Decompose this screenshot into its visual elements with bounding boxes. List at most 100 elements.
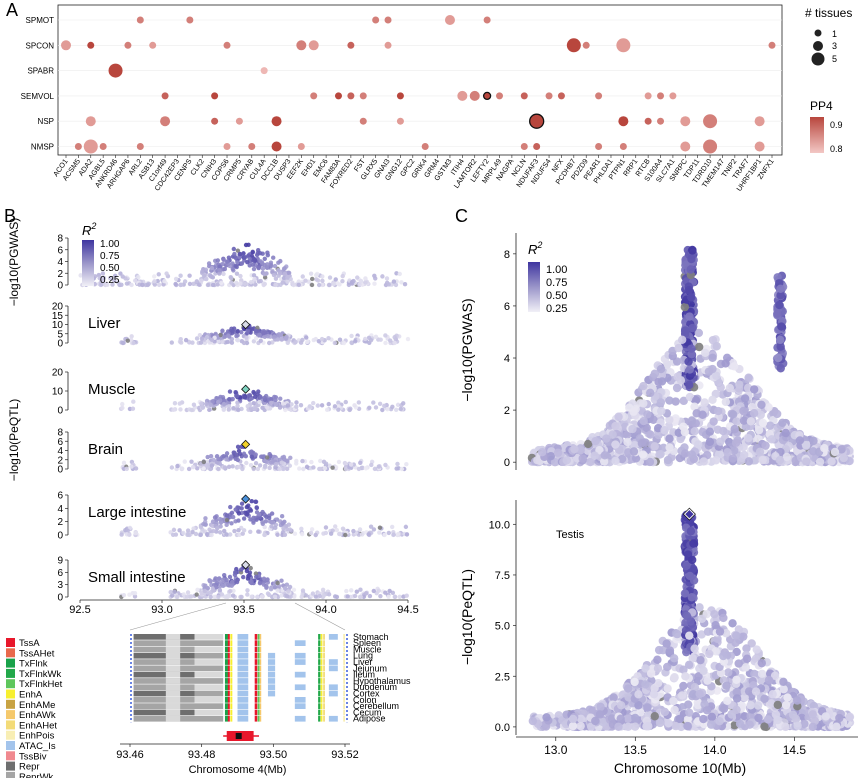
locus-point <box>377 401 383 407</box>
locus-point <box>248 529 253 534</box>
locus-point <box>345 594 350 599</box>
locus-point <box>242 281 248 286</box>
panel-a-point <box>149 41 157 49</box>
locus-point <box>252 394 258 399</box>
locus-point <box>253 452 258 457</box>
panel-c-point <box>685 392 695 402</box>
panel-b-ytick-label: 9 <box>57 556 63 567</box>
panel-a-trait-label: SPCON <box>26 41 55 50</box>
panel-b-ytick-label: 5 <box>57 329 63 340</box>
locus-point <box>319 336 325 342</box>
chromatin-legend-swatch <box>6 710 15 720</box>
panel-c-point <box>697 614 707 624</box>
locus-point <box>271 272 277 278</box>
panel-c-point <box>754 713 763 723</box>
chromatin-block <box>133 703 195 709</box>
chromatin-block <box>294 652 306 659</box>
panel-c-point <box>690 683 700 692</box>
panel-c-point <box>779 685 788 694</box>
locus-point <box>218 394 223 400</box>
chromatin-block <box>194 709 224 716</box>
locus-point <box>282 266 287 271</box>
panel-c-point <box>655 450 664 459</box>
chromatin-legend-swatch <box>6 720 15 730</box>
panel-c-point <box>672 383 682 393</box>
panel-a-point <box>347 92 355 100</box>
panel-c-point <box>586 457 595 467</box>
locus-point <box>221 454 226 459</box>
locus-point <box>173 276 179 282</box>
locus-point <box>311 465 316 470</box>
chromatin-block <box>323 690 325 697</box>
chromatin-block <box>133 709 195 716</box>
chromatin-block <box>165 690 181 697</box>
locus-point <box>111 278 117 283</box>
panel-b-xaxis: 92.5 93.0 93.5 94.0 94.5 <box>69 599 419 616</box>
panel-c-point <box>665 396 674 405</box>
locus-point <box>358 587 363 592</box>
chromatin-tissue-label: Muscle <box>353 644 382 654</box>
locus-point <box>235 457 241 463</box>
locus-point <box>351 528 356 534</box>
locus-point <box>336 459 342 465</box>
locus-point <box>199 278 204 283</box>
locus-point <box>212 515 218 520</box>
locus-point <box>254 505 260 511</box>
panel-c-point <box>550 457 560 467</box>
chromatin-tissue-label: Colon <box>353 695 377 705</box>
panel-a-point <box>566 38 581 53</box>
locus-point <box>209 532 214 538</box>
chromatin-block <box>257 684 260 691</box>
chromatin-block <box>133 646 195 653</box>
chromatin-block <box>254 646 258 653</box>
panel-b-lead-snp <box>241 494 251 504</box>
locus-point <box>217 267 222 273</box>
chromatin-block <box>294 684 306 691</box>
panel-b-xtick-label: 92.5 <box>69 604 90 616</box>
locus-point <box>184 594 190 599</box>
panel-c-point <box>719 613 728 623</box>
locus-point <box>395 461 400 467</box>
locus-point <box>172 589 177 595</box>
panel-c-point <box>690 427 699 436</box>
chromatin-block <box>343 652 346 659</box>
panel-c-point <box>600 451 610 460</box>
panel-a-point <box>703 139 718 154</box>
chromatin-xtick-label: 93.52 <box>331 749 359 761</box>
locus-point <box>230 329 235 334</box>
locus-point <box>185 532 190 537</box>
chromatin-block <box>194 652 224 659</box>
locus-point <box>333 465 339 470</box>
locus-point <box>361 594 366 600</box>
panel-c-point <box>684 285 694 295</box>
panel-c-point <box>628 424 637 434</box>
chromatin-block <box>320 665 323 672</box>
locus-point <box>285 275 290 280</box>
chromatin-block <box>254 709 258 716</box>
locus-point <box>247 573 252 578</box>
locus-point <box>363 591 369 596</box>
chromatin-block <box>230 703 233 709</box>
panel-c-point <box>781 700 791 710</box>
locus-point <box>337 531 342 537</box>
panel-b-ytick-label: 2 <box>57 269 63 280</box>
locus-point <box>210 519 216 524</box>
panel-c-point <box>599 717 608 727</box>
panel-c-point <box>576 714 586 723</box>
panel-c-point <box>694 672 703 681</box>
locus-point <box>249 579 254 585</box>
locus-point <box>195 466 200 471</box>
chromatin-block <box>254 665 258 672</box>
locus-point <box>317 593 323 599</box>
locus-point <box>227 389 233 394</box>
locus-point <box>397 594 402 600</box>
panel-c-point <box>673 372 682 381</box>
panel-c-point <box>623 430 632 440</box>
chromatin-block <box>237 678 249 684</box>
chromatin-block <box>254 652 258 659</box>
panel-c-point <box>665 415 674 424</box>
panel-c-point <box>537 448 547 457</box>
panel-b-xtick-label: 94.5 <box>397 604 418 616</box>
locus-point <box>258 278 263 284</box>
locus-point <box>301 466 306 472</box>
